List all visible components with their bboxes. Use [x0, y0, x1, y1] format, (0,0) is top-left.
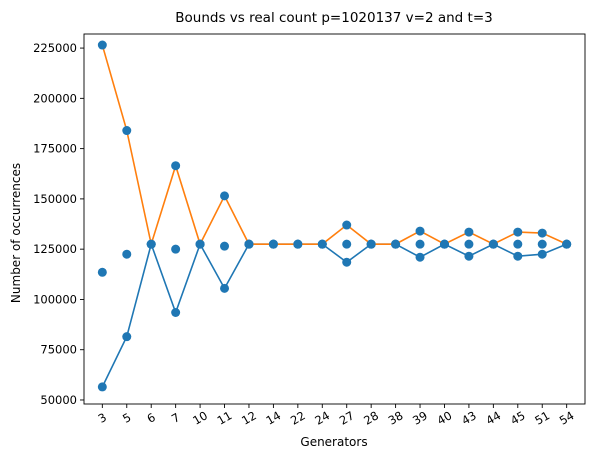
- y-tick-label: 125000: [33, 242, 77, 256]
- upper-bound-point: [440, 240, 449, 249]
- y-tick-label: 225000: [33, 41, 77, 55]
- real-count-point: [342, 240, 351, 249]
- x-tick-label: 7: [169, 410, 182, 426]
- y-axis-label: Number of occurrences: [9, 163, 23, 303]
- upper-bound-point: [147, 240, 156, 249]
- y-tick-label: 150000: [33, 192, 77, 206]
- x-tick-label: 12: [239, 408, 259, 427]
- x-axis-label: Generators: [300, 435, 367, 449]
- lower-bound-point: [171, 308, 180, 317]
- x-tick-label: 40: [435, 408, 455, 427]
- upper-bound-point: [489, 240, 498, 249]
- x-tick-label: 5: [120, 410, 133, 426]
- x-tick-label: 45: [508, 408, 528, 427]
- real-count-point: [122, 250, 131, 259]
- upper-bound-point: [293, 240, 302, 249]
- lower-bound-point: [416, 253, 425, 262]
- y-tick-label: 175000: [33, 142, 77, 156]
- lower-bound-point: [98, 382, 107, 391]
- y-tick-label: 100000: [33, 292, 77, 306]
- real-count-point: [416, 240, 425, 249]
- x-tick-label: 11: [215, 408, 235, 427]
- lower-bound-point: [220, 284, 229, 293]
- upper-bound-point: [269, 240, 278, 249]
- upper-bound-point: [513, 228, 522, 237]
- upper-bound-point: [538, 229, 547, 238]
- upper-bound-point: [464, 228, 473, 237]
- upper-bound-point: [122, 126, 131, 135]
- x-tick-label: 39: [410, 408, 430, 427]
- x-tick-label: 6: [145, 410, 158, 426]
- x-tick-label: 22: [288, 408, 308, 427]
- upper-bound-line: [102, 45, 566, 244]
- upper-bound-point: [562, 240, 571, 249]
- y-tick-label: 50000: [40, 393, 77, 407]
- x-tick-label: 27: [337, 408, 357, 427]
- x-tick-label: 14: [264, 408, 284, 427]
- lower-bound-point: [538, 250, 547, 259]
- upper-bound-point: [196, 240, 205, 249]
- real-count-point: [464, 240, 473, 249]
- lower-bound-point: [464, 252, 473, 261]
- x-tick-label: 54: [557, 408, 577, 427]
- real-count-point: [220, 242, 229, 251]
- x-tick-label: 24: [312, 408, 332, 427]
- real-count-point: [513, 240, 522, 249]
- x-tick-label: 3: [96, 410, 109, 426]
- upper-bound-point: [171, 161, 180, 170]
- real-count-point: [538, 240, 547, 249]
- lower-bound-point: [122, 332, 131, 341]
- real-count-point: [98, 268, 107, 277]
- lower-bound-line: [102, 244, 566, 387]
- upper-bound-point: [367, 240, 376, 249]
- y-tick-label: 200000: [33, 91, 77, 105]
- x-tick-label: 51: [532, 408, 552, 427]
- upper-bound-point: [318, 240, 327, 249]
- upper-bound-point: [220, 191, 229, 200]
- lower-bound-point: [342, 258, 351, 267]
- chart-title: Bounds vs real count p=1020137 v=2 and t…: [175, 10, 492, 26]
- x-tick-label: 28: [361, 408, 381, 427]
- upper-bound-point: [244, 240, 253, 249]
- x-tick-label: 10: [190, 408, 210, 427]
- upper-bound-point: [391, 240, 400, 249]
- upper-bound-point: [98, 41, 107, 50]
- y-tick-label: 75000: [40, 343, 77, 357]
- x-tick-label: 44: [484, 408, 504, 427]
- lower-bound-point: [513, 252, 522, 261]
- x-tick-label: 43: [459, 408, 479, 427]
- upper-bound-point: [416, 227, 425, 236]
- upper-bound-point: [342, 221, 351, 230]
- real-count-point: [171, 245, 180, 254]
- x-tick-label: 38: [386, 408, 406, 427]
